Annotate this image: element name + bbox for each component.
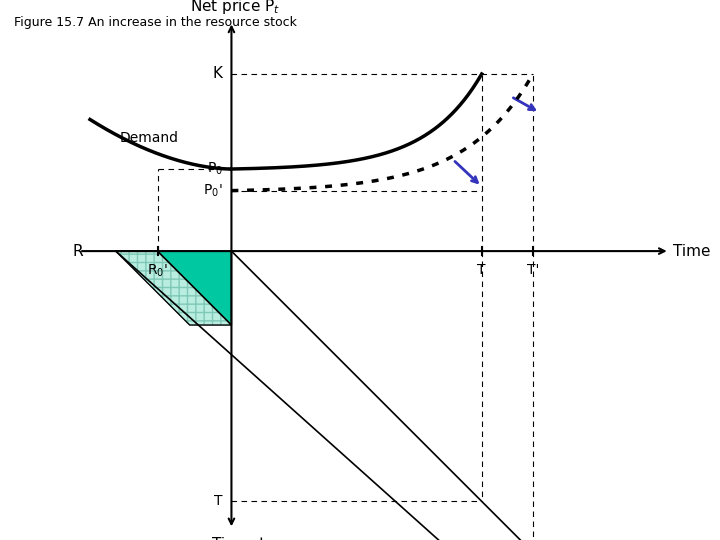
- Text: Time  t: Time t: [673, 244, 720, 259]
- Text: K: K: [213, 66, 222, 82]
- Text: Net price P$_t$: Net price P$_t$: [190, 0, 280, 16]
- Text: R: R: [72, 244, 83, 259]
- Text: P$_0$: P$_0$: [207, 161, 222, 177]
- Text: Time  t: Time t: [212, 537, 265, 540]
- Polygon shape: [116, 251, 231, 325]
- Polygon shape: [158, 251, 231, 325]
- Text: P$_0$': P$_0$': [203, 183, 222, 199]
- Text: Demand: Demand: [119, 131, 178, 145]
- Text: Figure 15.7 An increase in the resource stock: Figure 15.7 An increase in the resource …: [14, 16, 297, 29]
- Text: T': T': [527, 263, 539, 277]
- Text: R$_0$': R$_0$': [147, 263, 168, 279]
- Text: T: T: [477, 263, 486, 277]
- Text: T: T: [215, 495, 222, 508]
